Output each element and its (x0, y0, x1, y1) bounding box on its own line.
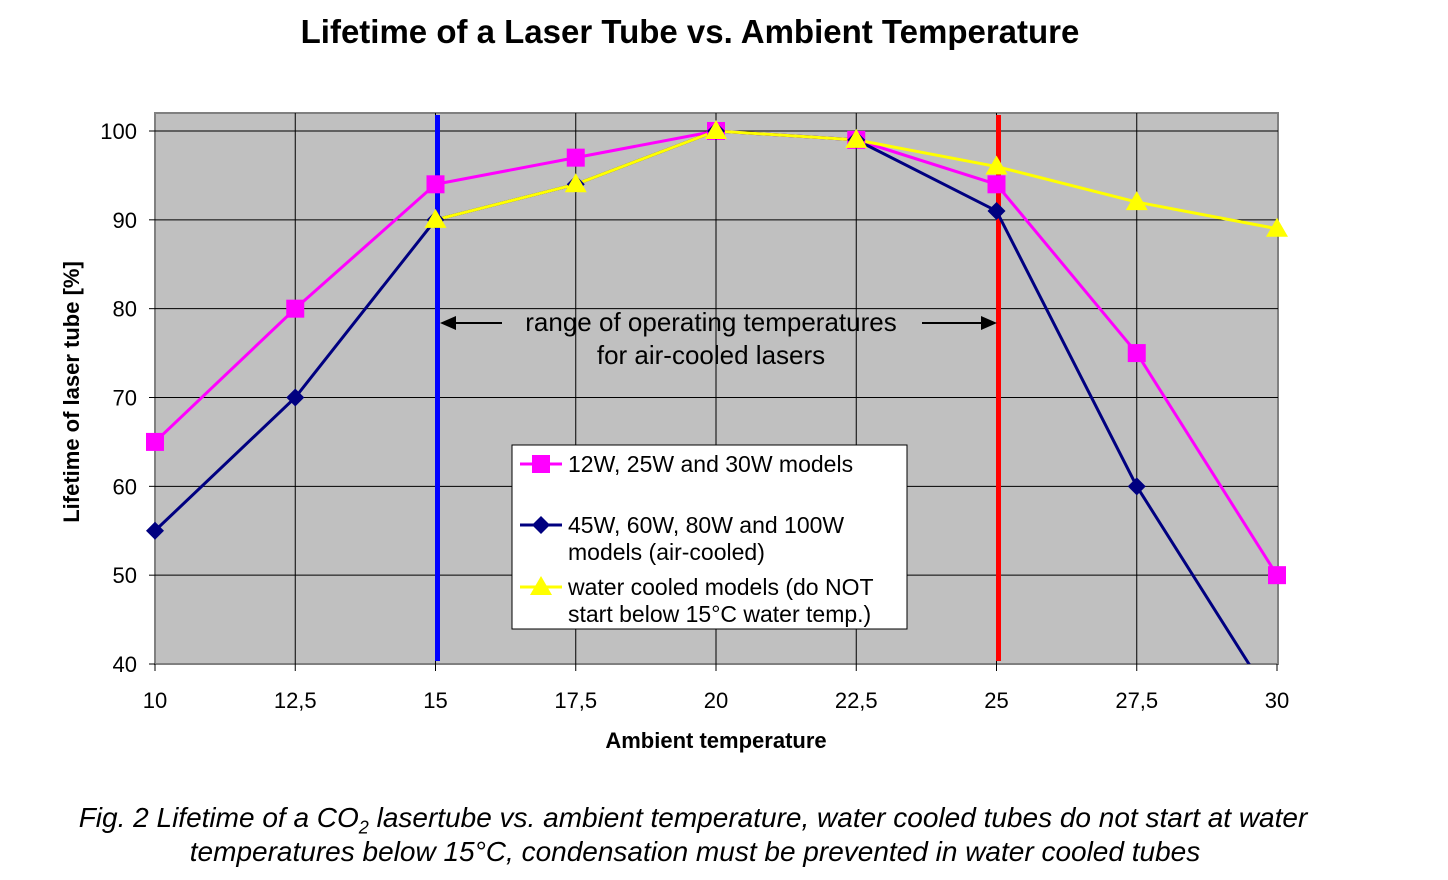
x-tick-label: 22,5 (835, 688, 878, 713)
data-point-1 (1127, 477, 1146, 496)
x-tick-label: 15 (423, 688, 447, 713)
chart-title: Lifetime of a Laser Tube vs. Ambient Tem… (301, 13, 1080, 50)
annotation-text: range of operating temperatures (525, 307, 896, 337)
data-point-1 (146, 521, 164, 540)
x-tick-label: 17,5 (554, 688, 597, 713)
data-point-1 (987, 201, 1006, 220)
data-point-2 (1266, 217, 1288, 237)
legend-label: 12W, 25W and 30W models (568, 451, 853, 477)
legend-marker-0 (532, 455, 550, 473)
arrow-right-head (981, 316, 997, 330)
x-tick-label: 10 (143, 688, 167, 713)
data-point-0 (146, 432, 164, 451)
legend-marker-2 (530, 576, 552, 595)
data-point-0 (286, 299, 305, 318)
data-point-1 (286, 388, 305, 407)
legend-label: 45W, 60W, 80W and 100W (568, 512, 844, 538)
data-point-2 (564, 173, 587, 193)
x-tick-label: 27,5 (1115, 688, 1158, 713)
annotation-text: for air-cooled lasers (597, 340, 825, 370)
x-tick-label: 20 (704, 688, 728, 713)
data-point-2 (705, 120, 727, 139)
data-point-2 (845, 128, 868, 148)
data-point-2 (1125, 191, 1148, 211)
data-point-2 (985, 155, 1008, 175)
legend-marker-1 (532, 516, 550, 534)
figure-caption: Fig. 2 Lifetime of a CO2 lasertube vs. a… (0, 802, 1388, 839)
y-tick-label: 100 (100, 119, 137, 144)
y-tick-label: 90 (113, 208, 137, 233)
x-tick-label: 25 (984, 688, 1008, 713)
caption-subscript: 2 (358, 817, 369, 838)
figure-caption-line2: temperatures below 15°C, condensation mu… (189, 836, 1201, 867)
caption-part2: lasertube vs. ambient temperature, water… (368, 802, 1308, 833)
y-axis-label: Lifetime of laser tube [%] (59, 261, 84, 523)
caption-part1: Fig. 2 Lifetime of a CO (78, 802, 359, 833)
x-tick-label: 30 (1265, 688, 1289, 713)
y-tick-label: 60 (113, 474, 137, 499)
legend-label: water cooled models (do NOT (567, 574, 874, 600)
y-tick-label: 50 (113, 563, 137, 588)
legend-box (511, 444, 908, 630)
data-point-2 (424, 208, 447, 228)
data-point-0 (566, 148, 585, 167)
y-tick-label: 80 (113, 297, 137, 322)
data-point-0 (987, 175, 1006, 194)
x-axis-label: Ambient temperature (605, 728, 826, 753)
y-tick-label: 40 (113, 652, 137, 677)
data-point-0 (1268, 566, 1286, 585)
x-tick-label: 12,5 (274, 688, 317, 713)
y-tick-label: 70 (113, 386, 137, 411)
data-point-0 (426, 175, 445, 194)
chart: Lifetime of a Laser Tube vs. Ambient Tem… (59, 13, 1289, 753)
legend-label: models (air-cooled) (568, 539, 765, 565)
arrow-left-head (440, 316, 456, 330)
data-point-0 (1127, 344, 1146, 363)
legend-label: start below 15°C water temp.) (568, 601, 871, 627)
